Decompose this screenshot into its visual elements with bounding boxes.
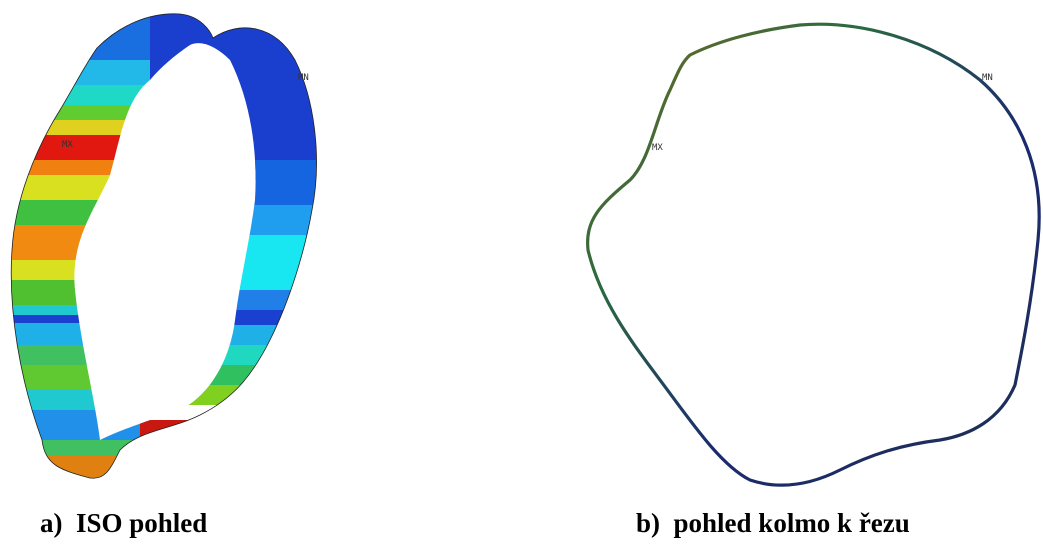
- caption-iso-view: a) ISO pohled: [40, 508, 207, 539]
- caption-letter: b): [636, 508, 661, 538]
- min-marker-label: MN: [982, 73, 993, 83]
- caption-text: pohled kolmo k řezu: [673, 508, 910, 538]
- caption-letter: a): [40, 508, 63, 538]
- max-marker-label: MX: [652, 143, 663, 153]
- caption-text: ISO pohled: [76, 508, 208, 538]
- deformed-ring-outline: [586, 22, 1041, 487]
- caption-section-view: b) pohled kolmo k řezu: [636, 508, 910, 539]
- section-view-diagram: MN MX: [586, 22, 1041, 487]
- stress-contour-bands: [11, 13, 317, 479]
- iso-view-diagram: MN MX: [10, 13, 317, 479]
- min-marker-label: MN: [298, 73, 309, 83]
- max-marker-label: MX: [62, 140, 73, 150]
- band-outline: [10, 13, 317, 479]
